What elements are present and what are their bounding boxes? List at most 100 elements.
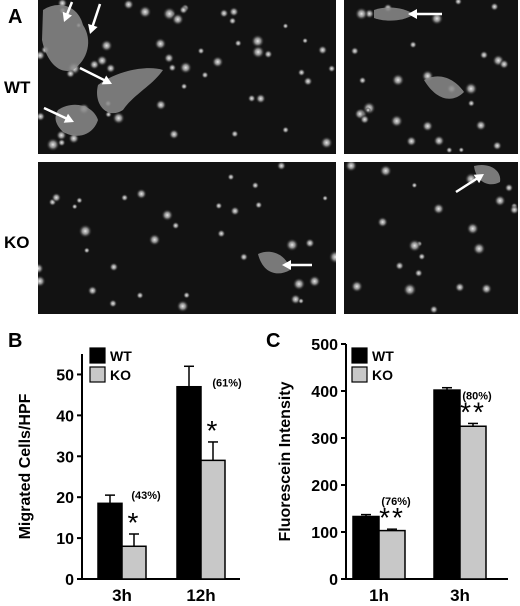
cell-spot	[264, 50, 273, 59]
percent-label: (76%)	[381, 496, 411, 508]
cell-spot	[136, 188, 147, 199]
y-tick-label: 40	[56, 408, 74, 425]
bar-wt-12h	[177, 387, 201, 579]
cell-spot	[96, 55, 107, 66]
cell-spot	[183, 292, 190, 299]
cell-spot	[411, 182, 417, 188]
cell-spot	[282, 126, 289, 133]
cell-spot	[154, 38, 166, 50]
bar-wt-1h	[353, 516, 379, 579]
cell-spot	[109, 262, 118, 271]
cell-spot	[231, 130, 239, 138]
y-tick-label: 0	[329, 572, 338, 589]
cell-spot	[282, 23, 288, 29]
cell-spot	[303, 77, 312, 86]
cell-spot	[109, 299, 117, 307]
cell-spot	[176, 300, 189, 313]
cell-spot	[433, 135, 444, 146]
cell-spot	[395, 261, 404, 270]
legend-swatch	[352, 348, 367, 363]
micrograph-wt-left	[38, 0, 336, 154]
cell-spot	[46, 138, 60, 152]
cell-spot	[179, 5, 188, 14]
cell-spot	[359, 77, 367, 85]
bar-ko-3h	[122, 546, 146, 579]
bar-ko-3h	[460, 426, 486, 579]
cell-spot	[248, 94, 256, 102]
cell-spot	[355, 7, 368, 20]
cell-spot	[408, 239, 421, 252]
y-tick-label: 300	[311, 431, 338, 448]
cell-spot	[360, 115, 370, 125]
cell-spot	[458, 147, 464, 153]
percent-label: (61%)	[212, 377, 242, 389]
cell-spot	[320, 136, 333, 149]
cell-spot	[475, 120, 486, 131]
cell-spot	[480, 51, 489, 60]
cell-spot	[215, 202, 222, 209]
y-tick-label: 0	[65, 572, 74, 589]
cell-spot	[481, 283, 492, 294]
cell-spot	[161, 209, 173, 221]
cell-spot	[446, 147, 453, 154]
cell-spot	[169, 129, 180, 140]
legend-label: KO	[110, 367, 131, 383]
cell-spot	[298, 298, 304, 304]
bar-ko-12h	[201, 460, 225, 579]
cell-spot	[302, 38, 308, 44]
micrograph-ko-right	[344, 162, 518, 314]
cell-spot	[256, 93, 266, 103]
cell-spot	[172, 222, 180, 230]
significance-marker: *	[128, 507, 141, 538]
y-tick-label: 400	[311, 384, 338, 401]
cell-spot	[494, 195, 506, 207]
cell-spot	[379, 165, 392, 178]
cell-spot	[473, 242, 486, 255]
cell-spot	[100, 39, 112, 51]
cell-spot	[305, 238, 315, 248]
cell-spot	[229, 17, 237, 25]
bar-ko-1h	[379, 531, 405, 579]
percent-label: (80%)	[462, 391, 492, 403]
y-axis-label: Migrated Cells/HPF	[17, 393, 34, 539]
y-tick-label: 30	[56, 449, 74, 466]
cell-spot	[328, 65, 336, 73]
cell-spot	[168, 64, 176, 72]
cell-spot	[286, 238, 299, 251]
cell-spot	[322, 195, 328, 201]
cell-spot	[409, 41, 417, 49]
x-tick-label: 12h	[186, 586, 215, 605]
cell-spot	[88, 286, 98, 296]
y-tick-label: 10	[56, 531, 74, 548]
cell-spot	[78, 224, 92, 238]
cell-spot	[252, 45, 265, 58]
cell-spot	[51, 193, 61, 203]
cell-spot	[121, 194, 129, 202]
cell-spot	[492, 141, 502, 151]
cell-spot	[201, 71, 208, 78]
cell-spot	[318, 45, 328, 55]
legend-label: WT	[372, 348, 394, 364]
cell-spot	[464, 82, 477, 95]
chart-c: 0 100 200 300 400 500 Fluorescein Intensity 1h *…	[262, 330, 520, 606]
x-tick-label: 1h	[369, 586, 389, 605]
micrograph-ko-left	[38, 162, 336, 314]
cell-spot	[433, 203, 445, 215]
cell-spot	[164, 53, 174, 63]
y-tick-label: 100	[311, 525, 338, 542]
cell-spot	[230, 206, 240, 216]
cell-spot	[227, 173, 234, 180]
legend-label: KO	[372, 367, 393, 383]
legend-swatch	[90, 367, 105, 382]
y-axis-label: Fluorescein Intensity	[277, 381, 294, 541]
cell-spot	[229, 7, 239, 17]
cell-spot	[390, 115, 403, 128]
cell-spot	[406, 136, 417, 147]
cell-spot	[172, 13, 184, 25]
cell-spot	[298, 69, 306, 77]
cell-spot	[149, 234, 161, 246]
cell-spot	[309, 275, 321, 287]
cell-spot	[219, 9, 228, 18]
y-tick-label: 50	[56, 367, 74, 384]
cell-spot	[293, 278, 306, 291]
